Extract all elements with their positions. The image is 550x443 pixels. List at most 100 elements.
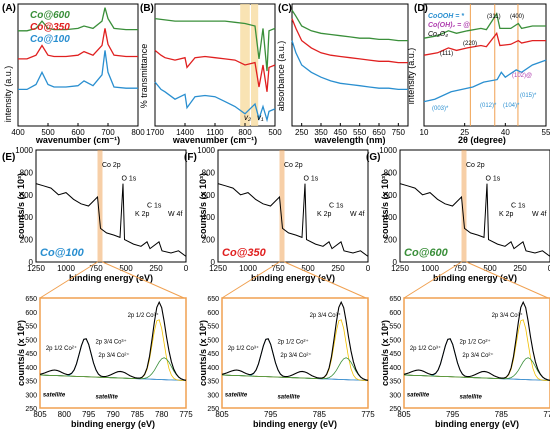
survey-y-tick-label: 0 [29, 258, 34, 267]
survey-x-tick-label: 1000 [57, 264, 75, 273]
plot-frame [423, 3, 547, 127]
detail-y-tick-label: 500 [389, 337, 401, 344]
c-ylabel: absorbance (a.u.) [276, 41, 286, 112]
panel-a: 400 500 600 700 800 [11, 3, 145, 137]
zoom-connector [39, 261, 185, 299]
survey-frame [399, 149, 550, 263]
d-legend-cooh: CoOOH = * [428, 13, 464, 20]
detail-frame [403, 297, 550, 409]
detail-frame [39, 297, 187, 409]
series-co100 [18, 50, 138, 91]
detail-x-tick-label: 795 [82, 410, 96, 419]
survey-xlabel: binding energy (eV) [433, 273, 517, 283]
survey-y-tick-label: 600 [20, 191, 34, 200]
survey-x-tick-label: 0 [184, 264, 189, 273]
detail-peak-label: satellite [277, 395, 300, 401]
panel-label-e: (E) [2, 152, 15, 163]
survey-x-tick-label: 0 [548, 264, 550, 273]
xps-panel-g: 0 200 400 600 800 1000 1250 1000 750 500 250 0 count… [379, 146, 550, 429]
survey-y-tick-label: 400 [20, 213, 34, 222]
survey-frame [35, 149, 187, 263]
detail-x-tick-label: 790 [106, 410, 120, 419]
survey-y-tick-label: 200 [202, 236, 216, 245]
survey-peak-label: W 4f [168, 211, 182, 218]
d-legend-coh2: Co(OH)₂ = @ [428, 22, 470, 29]
detail-x-tick-label: 785 [495, 410, 509, 419]
survey-peak-label: O 1s [304, 175, 319, 182]
co2p-band [97, 150, 103, 262]
detail-peak-label: 2p 3/4 Co²⁺ [462, 352, 493, 359]
detail-x-tick-label: 805 [397, 410, 411, 419]
survey-peak-label: O 1s [486, 175, 501, 182]
detail-peak-label: 2p 3/4 Co³⁺ [492, 312, 523, 319]
x-tick-label: 1400 [176, 128, 194, 137]
sample-label: Co@350 [222, 247, 267, 259]
x-tick-label: 800 [238, 128, 252, 137]
zoom-connector [403, 261, 549, 299]
survey-peak-label: C 1s [511, 202, 526, 209]
fit-co2-three-half [403, 357, 550, 381]
legend-co350: Co@350 [30, 22, 70, 33]
b-v2: v₂ [244, 113, 251, 122]
co2p-band [461, 150, 467, 262]
series-co100 [154, 81, 276, 123]
series-co600 [154, 17, 276, 72]
survey-y-tick-label: 400 [384, 213, 398, 222]
envelope-curve [403, 300, 550, 381]
detail-peak-label: 2p 1/2 Co²⁺ [459, 339, 490, 346]
survey-x-tick-label: 250 [513, 264, 527, 273]
x-tick-label: 1100 [206, 128, 224, 137]
detail-y-tick-label: 500 [25, 337, 37, 344]
x-tick-label: 700 [101, 128, 115, 137]
detail-y-tick-label: 650 [389, 296, 401, 303]
detail-y-tick-label: 600 [389, 310, 401, 317]
detail-x-tick-label: 795 [264, 410, 278, 419]
survey-spectrum [399, 183, 550, 257]
d-peak-104: (104)* [503, 103, 520, 109]
panel-label-c: (C) [278, 3, 292, 14]
detail-peak-label: 2p 3/4 Co²⁺ [98, 352, 129, 359]
survey-spectrum [35, 183, 187, 257]
fit-co2-three-half [39, 357, 187, 381]
envelope-curve [39, 300, 187, 381]
x-tick-label: 600 [71, 128, 85, 137]
series-co350 [154, 49, 276, 92]
detail-peak-label: 2p 1/2 Co²⁺ [277, 339, 308, 346]
detail-x-tick-label: 775 [543, 410, 550, 419]
legend-co600: Co@600 [30, 10, 70, 21]
detail-peak-label: satellite [43, 392, 66, 398]
survey-peak-label: Co 2p [102, 162, 121, 169]
survey-peak-label: C 1s [329, 202, 344, 209]
detail-frame [221, 297, 369, 409]
series-co100 [423, 59, 547, 103]
detail-x-tick-label: 795 [446, 410, 460, 419]
survey-x-tick-label: 500 [483, 264, 497, 273]
detail-y-tick-label: 650 [25, 296, 37, 303]
x-tick-label: 55 [542, 128, 550, 137]
detail-y-tick-label: 350 [207, 379, 219, 386]
detail-x-tick-label: 780 [155, 410, 169, 419]
d-peak-003: (003)* [432, 106, 449, 112]
sample-label: Co@100 [40, 247, 85, 259]
series-co600 [291, 9, 408, 42]
detail-y-tick-label: 400 [389, 365, 401, 372]
survey-x-tick-label: 1250 [391, 264, 409, 273]
d-peak-015: (015)* [520, 93, 537, 99]
x-tick-label: 40 [501, 128, 510, 137]
survey-y-tick-label: 400 [202, 213, 216, 222]
series-co600 [18, 7, 138, 32]
survey-y-tick-label: 600 [384, 191, 398, 200]
d-legend-co3o4: Co₃O₄ [428, 31, 448, 38]
detail-peak-label: 2p 3/4 Co²⁺ [280, 352, 311, 359]
detail-x-tick-label: 775 [361, 410, 375, 419]
detail-y-tick-label: 250 [207, 406, 219, 413]
detail-x-tick-label: 785 [313, 410, 327, 419]
detail-peak-label: 2p 1/2 Co³⁺ [128, 312, 159, 319]
detail-y-tick-label: 650 [207, 296, 219, 303]
survey-x-tick-label: 250 [149, 264, 163, 273]
survey-x-tick-label: 750 [271, 264, 285, 273]
survey-y-tick-label: 800 [202, 168, 216, 177]
x-tick-label: 400 [11, 128, 25, 137]
survey-xlabel: binding energy (eV) [69, 273, 153, 283]
survey-xlabel: binding energy (eV) [251, 273, 335, 283]
